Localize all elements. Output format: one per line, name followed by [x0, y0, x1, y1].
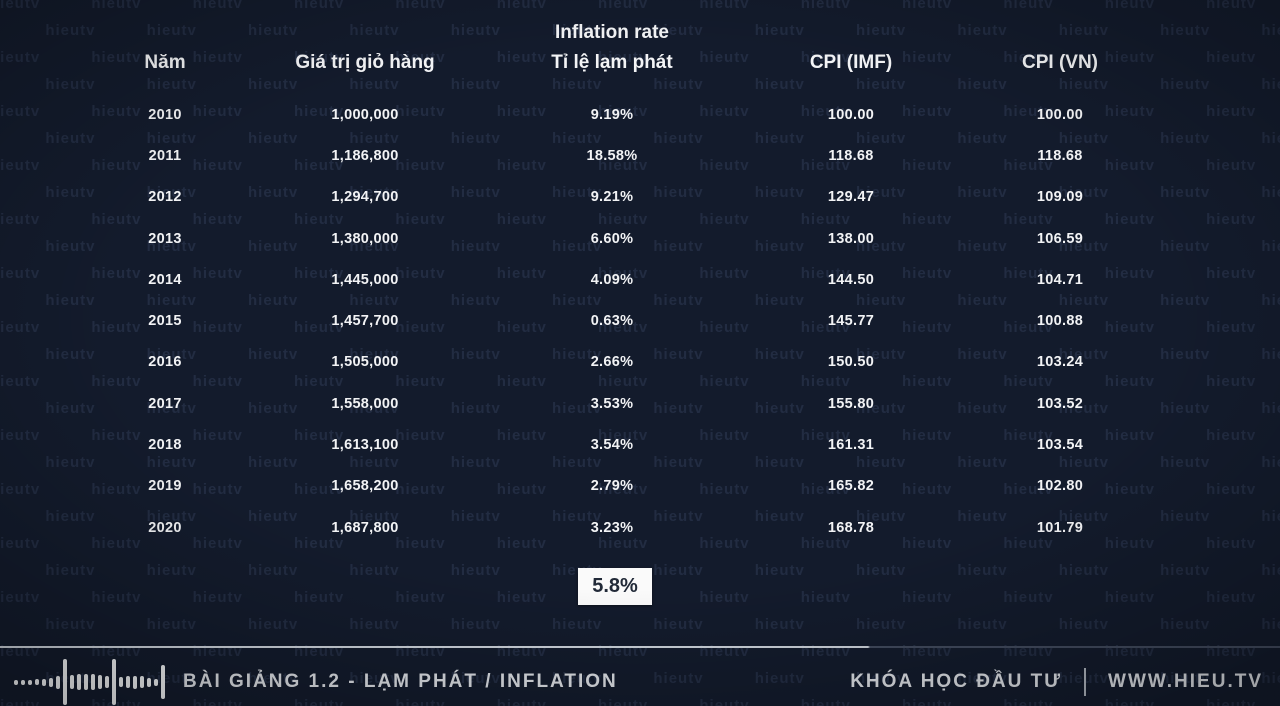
column-header-inflation-vi: Tỉ lệ lạm phát	[551, 52, 673, 73]
video-progress-bar[interactable]	[0, 646, 1280, 648]
table-cell-cpi_imf: 165.82	[827, 478, 875, 495]
table-cell-cpi_vn: 100.00	[1036, 106, 1084, 123]
table-cell-inflation: 4.09%	[590, 271, 634, 288]
table-cell-cpi_vn: 103.52	[1036, 395, 1084, 412]
table-cell-year: 2017	[148, 395, 182, 412]
watermark-row: hieutv hieutv hieutv hieutv hieutv hieut…	[0, 0, 1280, 12]
table-cell-basket: 1,505,000	[331, 354, 399, 371]
table-cell-cpi_imf: 150.50	[827, 354, 875, 371]
table-cell-cpi_vn: 106.59	[1036, 230, 1084, 247]
table-cell-basket: 1,380,000	[331, 230, 399, 247]
table-cell-inflation: 3.23%	[590, 519, 634, 536]
table-cell-cpi_imf: 161.31	[827, 437, 875, 454]
table-cell-cpi_vn: 103.24	[1036, 354, 1084, 371]
table-cell-basket: 1,558,000	[331, 395, 399, 412]
table-cell-year: 2018	[148, 437, 182, 454]
column-header-cpi-imf: CPI (IMF)	[809, 52, 893, 73]
table-cell-cpi_vn: 101.79	[1036, 519, 1084, 536]
table-cell-year: 2015	[148, 313, 182, 330]
table-cell-cpi_vn: 100.88	[1036, 313, 1084, 330]
table-cell-cpi_imf: 155.80	[827, 395, 875, 412]
footer-bar: BÀI GIẢNG 1.2 - LẠM PHÁT / INFLATION KHÓ…	[14, 658, 1263, 706]
table-column-inflation-rate: 9.19% 18.58% 9.21% 6.60% 4.09% 0.63% 2.66% 3.53…	[537, 94, 687, 548]
table-cell-inflation: 2.66%	[590, 354, 634, 371]
table-cell-year: 2012	[148, 189, 182, 206]
table-cell-inflation: 2.79%	[590, 478, 634, 495]
table-column-basket-value: 1,000,000 1,186,800 1,294,700 1,380,000 1,44…	[270, 94, 460, 548]
table-column-year: 2010 2011 2012 2013 2014 2015 2016 2017 2018 2019…	[90, 94, 240, 548]
table-cell-year: 2011	[148, 147, 182, 164]
table-cell-inflation: 9.19%	[590, 106, 634, 123]
table-cell-cpi_vn: 118.68	[1037, 147, 1083, 164]
table-cell-basket: 1,457,700	[331, 313, 399, 330]
website-url: WWW.HIEU.TV	[1108, 671, 1263, 692]
table-cell-inflation: 3.54%	[590, 437, 634, 454]
table-cell-basket: 1,445,000	[331, 271, 399, 288]
table-cell-inflation: 9.21%	[590, 189, 634, 206]
lesson-title: BÀI GIẢNG 1.2 - LẠM PHÁT / INFLATION	[183, 671, 618, 692]
column-header-inflation: Inflation rate Tỉ lệ lạm phát	[522, 18, 702, 78]
table-cell-cpi_vn: 102.80	[1036, 478, 1084, 495]
table-cell-cpi_vn: 109.09	[1036, 189, 1084, 206]
table-cell-basket: 1,000,000	[331, 106, 399, 123]
table-cell-cpi_imf: 138.00	[827, 230, 875, 247]
table-cell-cpi_imf: 145.77	[827, 313, 875, 330]
table-cell-basket: 1,658,200	[331, 478, 399, 495]
table-cell-inflation: 18.58%	[586, 147, 638, 164]
table-cell-cpi_imf: 100.00	[827, 106, 875, 123]
table-cell-year: 2013	[148, 230, 182, 247]
table-cell-cpi_imf: 144.50	[827, 271, 875, 288]
table-cell-cpi_imf: 168.78	[827, 519, 875, 536]
highlight-average-inflation: 5.8%	[578, 568, 652, 605]
table-cell-year: 2019	[148, 478, 182, 495]
table-cell-cpi_imf: 129.47	[827, 189, 875, 206]
waveform-icon	[14, 658, 165, 706]
footer-separator	[1084, 668, 1087, 696]
column-header-cpi-vn: CPI (VN)	[1022, 52, 1098, 73]
footer-right: KHÓA HỌC ĐẦU TƯ WWW.HIEU.TV	[850, 668, 1263, 696]
table-cell-inflation: 6.60%	[590, 230, 634, 247]
table-cell-basket: 1,294,700	[331, 189, 399, 206]
table-cell-cpi_vn: 104.71	[1036, 271, 1084, 288]
footer-left: BÀI GIẢNG 1.2 - LẠM PHÁT / INFLATION	[14, 658, 618, 706]
watermark-row: hieutv hieutv hieutv hieutv hieutv hieut…	[0, 616, 1280, 633]
column-header-basket-value: Giá trị giỏ hàng	[295, 52, 435, 73]
table-cell-year: 2014	[148, 271, 182, 288]
table-cell-basket: 1,613,100	[331, 437, 399, 454]
table-cell-cpi_vn: 103.54	[1036, 437, 1084, 454]
column-header-inflation-en: Inflation rate	[554, 22, 669, 43]
table-cell-cpi_imf: 118.68	[828, 147, 874, 164]
table-column-cpi-vn: 100.00 118.68 109.09 106.59 104.71 100.88 103.…	[985, 94, 1135, 548]
table-cell-year: 2016	[148, 354, 182, 371]
table-cell-basket: 1,186,800	[331, 147, 399, 164]
table-cell-year: 2010	[148, 106, 182, 123]
column-header-year: Năm	[144, 52, 186, 73]
table-cell-inflation: 3.53%	[590, 395, 634, 412]
table-cell-inflation: 0.63%	[590, 313, 634, 330]
table-cell-basket: 1,687,800	[331, 519, 399, 536]
course-name: KHÓA HỌC ĐẦU TƯ	[850, 671, 1063, 692]
table-column-cpi-imf: 100.00 118.68 129.47 138.00 144.50 145.77 150.…	[776, 94, 926, 548]
table-cell-year: 2020	[148, 519, 182, 536]
